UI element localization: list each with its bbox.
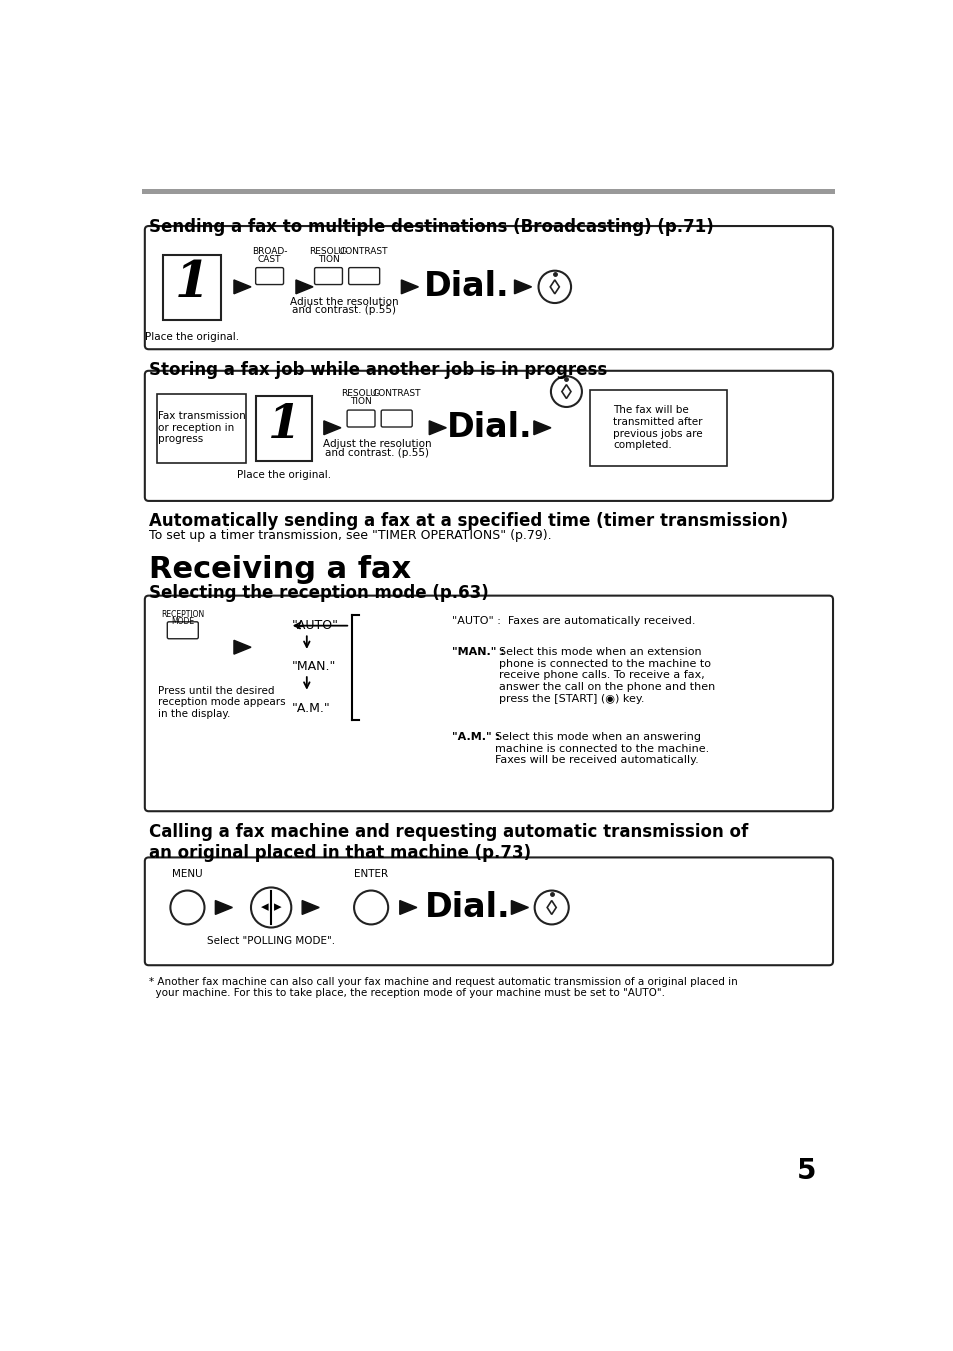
Polygon shape [323,422,340,435]
Text: MODE: MODE [171,617,194,627]
Text: Automatically sending a fax at a specified time (timer transmission): Automatically sending a fax at a specifi… [149,512,787,531]
Text: Select "POLLING MODE".: Select "POLLING MODE". [207,936,335,946]
Polygon shape [302,901,319,915]
FancyBboxPatch shape [163,255,220,320]
Text: Receiving a fax: Receiving a fax [149,555,411,584]
FancyBboxPatch shape [314,267,342,285]
Text: Press until the desired
reception mode appears
in the display.: Press until the desired reception mode a… [158,686,285,719]
Text: and contrast. (p.55): and contrast. (p.55) [325,447,429,458]
Text: MENU: MENU [172,869,203,880]
Text: TION: TION [317,254,339,263]
Text: The fax will be
transmitted after
previous jobs are
completed.: The fax will be transmitted after previo… [613,405,702,450]
FancyBboxPatch shape [145,858,832,965]
Polygon shape [215,901,233,915]
Text: your machine. For this to take place, the reception mode of your machine must be: your machine. For this to take place, th… [149,988,664,997]
Text: Place the original.: Place the original. [145,331,239,342]
Text: Select this mode when an extension
phone is connected to the machine to
receive : Select this mode when an extension phone… [498,647,715,704]
Text: Dial.: Dial. [446,411,532,444]
Text: Fax transmission
or reception in
progress: Fax transmission or reception in progres… [157,411,245,444]
FancyBboxPatch shape [381,411,412,427]
Text: RECEPTION: RECEPTION [161,611,204,619]
Text: CONTRAST: CONTRAST [339,247,388,255]
Text: 1: 1 [268,401,300,447]
Polygon shape [514,280,531,293]
Text: To set up a timer transmission, see "TIMER OPERATIONS" (p.79).: To set up a timer transmission, see "TIM… [149,530,551,542]
Text: Place the original.: Place the original. [237,470,331,480]
Polygon shape [233,280,251,293]
Text: Storing a fax job while another job is in progress: Storing a fax job while another job is i… [149,361,606,378]
Polygon shape [534,422,550,435]
Text: Calling a fax machine and requesting automatic transmission of
an original place: Calling a fax machine and requesting aut… [149,823,747,862]
FancyBboxPatch shape [347,411,375,427]
Text: Adjust the resolution: Adjust the resolution [290,297,398,307]
FancyBboxPatch shape [589,390,726,466]
Text: RESOLU-: RESOLU- [309,247,348,255]
Text: "A.M.": "A.M." [291,703,330,715]
Polygon shape [295,280,313,293]
Text: and contrast. (p.55): and contrast. (p.55) [292,305,395,315]
Polygon shape [399,901,416,915]
Text: ◂: ◂ [261,900,269,915]
Text: 1: 1 [174,259,210,308]
Bar [142,189,835,195]
Text: TION: TION [350,397,372,405]
Text: "MAN.": "MAN." [291,661,335,673]
Polygon shape [233,640,251,654]
Polygon shape [511,901,528,915]
Text: "AUTO" :  Faxes are automatically received.: "AUTO" : Faxes are automatically receive… [452,616,696,627]
Text: Dial.: Dial. [425,890,510,924]
Text: Selecting the reception mode (p.63): Selecting the reception mode (p.63) [149,584,488,603]
Polygon shape [429,422,446,435]
Text: Select this mode when an answering
machine is connected to the machine.
Faxes wi: Select this mode when an answering machi… [495,732,709,765]
Text: CAST: CAST [257,254,281,263]
Text: Dial.: Dial. [423,270,509,304]
Text: BROAD-: BROAD- [252,247,287,255]
Polygon shape [401,280,418,293]
FancyBboxPatch shape [145,226,832,349]
FancyBboxPatch shape [145,596,832,811]
Text: Adjust the resolution: Adjust the resolution [323,439,431,450]
Text: 5: 5 [797,1156,816,1185]
Text: "AUTO": "AUTO" [291,619,338,632]
FancyBboxPatch shape [157,394,245,463]
FancyBboxPatch shape [167,621,198,639]
FancyBboxPatch shape [255,267,283,285]
Text: * Another fax machine can also call your fax machine and request automatic trans: * Another fax machine can also call your… [149,977,737,986]
FancyBboxPatch shape [145,370,832,501]
Text: Sending a fax to multiple destinations (Broadcasting) (p.71): Sending a fax to multiple destinations (… [149,218,713,235]
Text: ENTER: ENTER [354,869,388,880]
FancyBboxPatch shape [256,396,312,461]
Text: CONTRAST: CONTRAST [372,389,420,399]
Text: "MAN." :: "MAN." : [452,647,505,657]
FancyBboxPatch shape [348,267,379,285]
Text: "A.M." :: "A.M." : [452,732,500,742]
Text: RESOLU-: RESOLU- [341,389,380,399]
Text: ▸: ▸ [274,900,281,915]
